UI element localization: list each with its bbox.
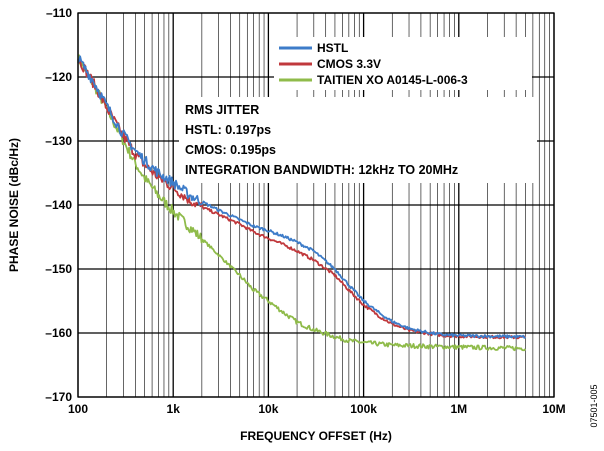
x-tick-labels: 100 1k 10k 100k 1M 10M	[68, 402, 566, 416]
y-tick-label: –120	[45, 70, 72, 84]
series-layer	[77, 54, 527, 352]
x-tick-label: 1k	[167, 402, 181, 416]
x-tick-label: 10k	[258, 402, 278, 416]
x-tick-label: 100	[68, 402, 88, 416]
y-tick-label: –110	[46, 6, 72, 20]
x-axis-title: FREQUENCY OFFSET (Hz)	[240, 429, 392, 443]
x-tick-label: 100k	[350, 402, 377, 416]
y-tick-label: –160	[45, 326, 72, 340]
y-tick-label: –130	[45, 134, 72, 148]
annotation-box: RMS JITTER HSTL: 0.197ps CMOS: 0.195ps I…	[179, 97, 537, 183]
x-tick-label: 1M	[450, 402, 467, 416]
plot-frame	[77, 12, 555, 398]
legend-label: HSTL	[317, 41, 348, 55]
x-tick-label: 10M	[542, 402, 565, 416]
annotation-line-2: HSTL: 0.197ps	[185, 123, 271, 137]
y-tick-label: –140	[45, 198, 72, 212]
figure-id: 07501-005	[589, 384, 599, 427]
legend-label: CMOS 3.3V	[317, 57, 381, 71]
series-line	[77, 58, 526, 340]
series-line	[77, 54, 527, 352]
y-tick-label: –150	[45, 262, 72, 276]
annotation-line-1: RMS JITTER	[185, 103, 259, 117]
legend-box	[274, 37, 532, 90]
legend-label: TAITIEN XO A0145-L-006-3	[317, 73, 468, 87]
annotation-background	[179, 97, 537, 183]
y-axis-title: PHASE NOISE (dBc/Hz)	[7, 138, 21, 272]
annotation-line-4: INTEGRATION BANDWIDTH: 12kHz TO 20MHz	[185, 163, 458, 177]
annotation-line-3: CMOS: 0.195ps	[185, 143, 276, 157]
series-line	[77, 55, 526, 339]
legend: HSTL CMOS 3.3V TAITIEN XO A0145-L-006-3	[274, 37, 532, 90]
y-tick-labels: –110 –120 –130 –140 –150 –160 –170	[45, 6, 72, 404]
y-tick-label: –170	[45, 390, 72, 404]
